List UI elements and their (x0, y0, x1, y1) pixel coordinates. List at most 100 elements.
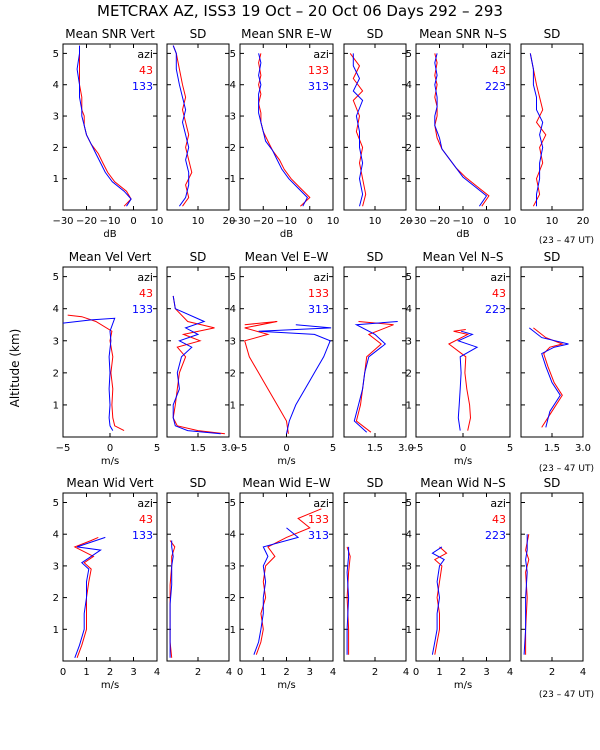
main-axis-xtick-label: 3 (130, 667, 136, 678)
x-axis-label: m/s (101, 680, 119, 691)
main-axis-xtick-label: 5 (154, 443, 160, 454)
panel-title: Mean Vel Vert (69, 250, 152, 264)
x-axis-label: m/s (277, 456, 295, 467)
sd-line-red (172, 45, 193, 207)
main-axis-ytick-label: 3 (230, 561, 236, 572)
main-axis-ytick-label: 4 (406, 80, 412, 91)
main-axis-xtick-label: 5 (330, 443, 336, 454)
sd-panel-title: SD (544, 250, 561, 264)
sd-axis-xtick-label: 2 (372, 667, 378, 678)
main-axis-xtick-label: −30 (405, 216, 426, 227)
sd-line-blue (172, 45, 190, 207)
main-axis-xtick-label: −5 (56, 443, 71, 454)
main-axis-ytick-label: 4 (230, 304, 236, 315)
main-axis-ytick-label: 2 (230, 368, 236, 379)
series-line-blue (258, 324, 332, 434)
main-axis-ytick-label: 2 (53, 593, 59, 604)
sd-panel-title: SD (190, 27, 207, 41)
panel-title: Mean SNR E–W (241, 27, 332, 41)
sd-panel-title: SD (544, 476, 561, 490)
main-axis-xtick-label: −20 (429, 216, 450, 227)
main-axis-xtick-label: 10 (327, 216, 340, 227)
main-axis-ytick-label: 2 (230, 593, 236, 604)
series-line-blue (434, 53, 488, 207)
sd-axis-xtick-label: 4 (226, 667, 232, 678)
sd-line-red (529, 53, 547, 207)
main-axis-ytick-label: 1 (230, 625, 236, 636)
sd-axis-xtick-label: 1.5 (367, 443, 383, 454)
sd-panel-title: SD (190, 476, 207, 490)
sd-axis-xtick-label: 20 (577, 216, 590, 227)
sd-panel-title: SD (367, 476, 384, 490)
series-line-red (447, 329, 472, 431)
main-axis-xtick-label: 0 (413, 667, 419, 678)
legend-azi-blue: 133 (132, 529, 153, 542)
sd-axis-xtick-label: 4 (403, 667, 409, 678)
legend-azi-red: 43 (492, 287, 506, 300)
sd-axis-frame (166, 492, 230, 662)
main-axis-ytick-label: 1 (53, 400, 59, 411)
panel-wid-2: Mean Wid E–W 1 2 3 4 5 0 1 2 3 4 m/s azi 133 313 SD 2 4 (230, 476, 410, 691)
sd-axis-xtick-label: 2 (195, 667, 201, 678)
sd-axis-xtick-label: 3.0 (575, 443, 591, 454)
sd-line-red (172, 295, 225, 435)
main-axis-ytick-label: 3 (406, 561, 412, 572)
series-line-red (79, 45, 132, 207)
sd-line-red (355, 321, 394, 433)
series-line-blue (63, 317, 116, 431)
main-axis-xtick-label: −5 (233, 443, 248, 454)
series-line-blue (253, 527, 300, 655)
main-axis-ytick-label: 5 (53, 49, 59, 60)
main-axis-xtick-label: 0 (60, 667, 66, 678)
legend-title: azi (313, 271, 329, 284)
time-note-row-2: (23 – 47 UT) (539, 464, 594, 474)
sd-axis-frame (520, 43, 584, 211)
main-axis-ytick-label: 3 (53, 112, 59, 123)
main-axis-ytick-label: 2 (406, 143, 412, 154)
main-axis-xtick-label: 0 (107, 443, 113, 454)
main-axis-ytick-label: 2 (406, 368, 412, 379)
legend-azi-red: 133 (308, 513, 329, 526)
legend-azi-blue: 223 (485, 303, 506, 316)
main-axis-ytick-label: 2 (53, 368, 59, 379)
main-axis-xtick-label: 0 (283, 443, 289, 454)
main-axis-ytick-label: 3 (406, 336, 412, 347)
legend-title: azi (490, 48, 506, 61)
x-axis-label: m/s (454, 456, 472, 467)
main-axis-xtick-label: 1 (436, 667, 442, 678)
y-axis-label: Altitude (km) (8, 329, 22, 408)
x-axis-label: m/s (101, 456, 119, 467)
sd-line-blue (346, 546, 350, 655)
sd-axis-xtick-label: 10 (192, 216, 205, 227)
sd-axis-frame (520, 492, 584, 662)
main-axis-ytick-label: 1 (230, 174, 236, 185)
legend-azi-red: 133 (308, 64, 329, 77)
main-axis-ytick-label: 5 (406, 498, 412, 509)
series-line-blue (456, 330, 479, 431)
legend-title: azi (137, 271, 153, 284)
panel-vel-3: Mean Vel N–S 1 2 3 4 5 −5 0 5 m/s azi 43 223 SD 1.5 3.0 (406, 250, 591, 467)
legend-azi-red: 43 (492, 64, 506, 77)
main-axis-xtick-label: −10 (276, 216, 297, 227)
main-axis-xtick-label: 5 (507, 443, 513, 454)
time-note-row-1: (23 – 47 UT) (539, 236, 594, 246)
main-axis-xtick-label: −30 (229, 216, 250, 227)
main-axis-xtick-label: 4 (507, 667, 513, 678)
x-axis-label: dB (456, 229, 469, 240)
legend-azi-red: 43 (139, 64, 153, 77)
main-axis-xtick-label: 1 (83, 667, 89, 678)
main-axis-xtick-label: 0 (307, 216, 313, 227)
series-line-blue (74, 536, 106, 658)
sd-axis-xtick-label: 20 (223, 216, 236, 227)
main-axis-xtick-label: −10 (452, 216, 473, 227)
main-axis-ytick-label: 3 (406, 112, 412, 123)
series-line-red (67, 314, 125, 432)
main-axis-xtick-label: −20 (253, 216, 274, 227)
series-line-blue (258, 53, 309, 207)
series-line-red (258, 53, 311, 207)
figure-title: METCRAX AZ, ISS3 19 Oct – 20 Oct 06 Days… (97, 2, 503, 20)
panel-snr-3: Mean SNR N–S 1 2 3 4 5 −30 −20 −10 0 10 dB azi 43 223 S… (405, 27, 589, 240)
